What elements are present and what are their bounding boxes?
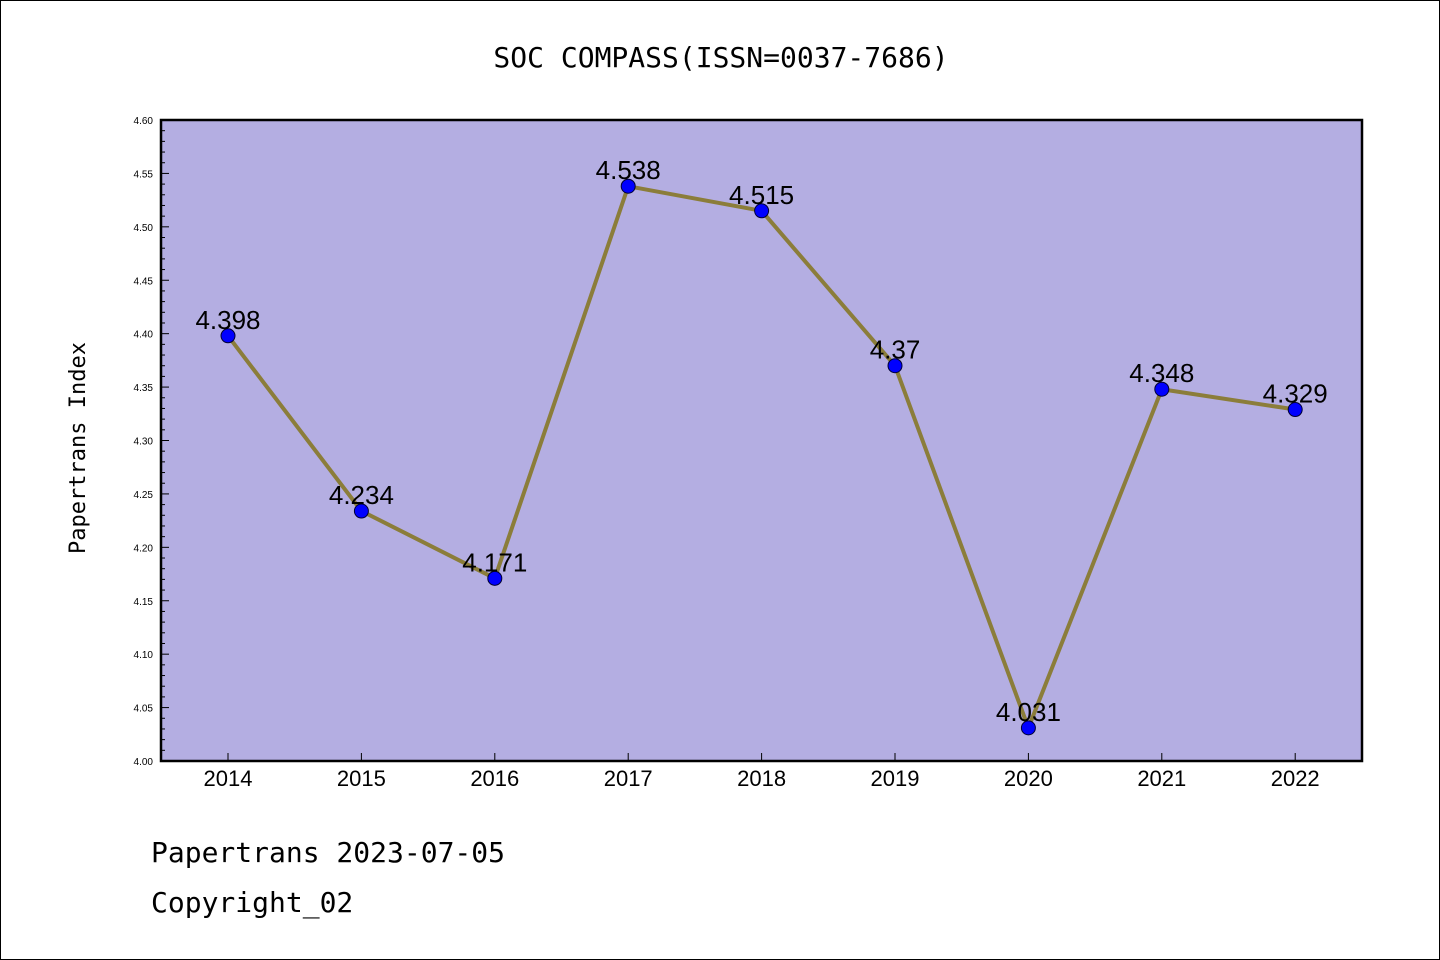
data-point [220, 328, 236, 344]
x-tick-label: 2014 [204, 766, 253, 791]
y-tick-label: 4.35 [134, 383, 154, 394]
y-tick-label: 4.40 [134, 330, 154, 341]
y-tick-label: 4.25 [134, 490, 154, 501]
x-axis: 2014 2015 2016 2017 2018 2019 2020 2021 2022 [204, 753, 1320, 791]
footer-date: Papertrans 2023-07-05 [151, 836, 506, 869]
data-point [1154, 381, 1170, 397]
x-tick-label: 2019 [871, 766, 920, 791]
x-tick-label: 2017 [604, 766, 653, 791]
y-tick-label: 4.55 [134, 169, 154, 180]
y-tick-label: 4.15 [134, 597, 154, 608]
x-tick-label: 2021 [1137, 766, 1186, 791]
y-tick-label: 4.45 [134, 276, 154, 287]
series [220, 178, 1303, 736]
data-label: 4.171 [462, 547, 527, 577]
data-point [887, 358, 903, 374]
data-label: 4.329 [1263, 379, 1328, 409]
data-point [1287, 402, 1303, 418]
y-tick-label: 4.30 [134, 437, 154, 448]
data-label: 4.234 [329, 480, 394, 510]
data-point [487, 570, 503, 586]
y-tick-label: 4.10 [134, 650, 154, 661]
plot-border [159, 118, 1364, 763]
data-label: 4.515 [729, 180, 794, 210]
y-axis-label: Papertrans Index [66, 342, 91, 554]
plot-area [161, 120, 1362, 761]
data-label: 4.348 [1129, 358, 1194, 388]
data-label: 4.398 [195, 305, 260, 335]
data-label: 4.031 [996, 697, 1061, 727]
data-point [754, 203, 770, 219]
y-tick-label: 4.05 [134, 704, 154, 715]
data-point [620, 178, 636, 194]
x-tick-label: 2016 [470, 766, 519, 791]
data-labels: 4.398 4.234 4.171 4.538 4.515 4.37 4.031 4.348 4… [195, 155, 1327, 727]
y-tick-label: 4.00 [134, 757, 154, 768]
y-axis: 4.00 4.05 4.10 4.15 4.20 4.25 4.30 4.35 4.40 4.45… [134, 116, 169, 768]
data-point [353, 503, 369, 519]
y-tick-label: 4.60 [134, 116, 154, 127]
x-tick-label: 2015 [337, 766, 386, 791]
x-tick-label: 2018 [737, 766, 786, 791]
chart-title: SOC COMPASS(ISSN=0037-7686) [493, 41, 948, 74]
x-tick-label: 2022 [1271, 766, 1320, 791]
data-point [1020, 720, 1036, 736]
y-tick-label: 4.20 [134, 543, 154, 554]
y-tick-label: 4.50 [134, 223, 154, 234]
footer-copyright: Copyright_02 [151, 886, 354, 919]
data-label: 4.37 [870, 335, 921, 365]
x-tick-label: 2020 [1004, 766, 1053, 791]
data-label: 4.538 [596, 155, 661, 185]
